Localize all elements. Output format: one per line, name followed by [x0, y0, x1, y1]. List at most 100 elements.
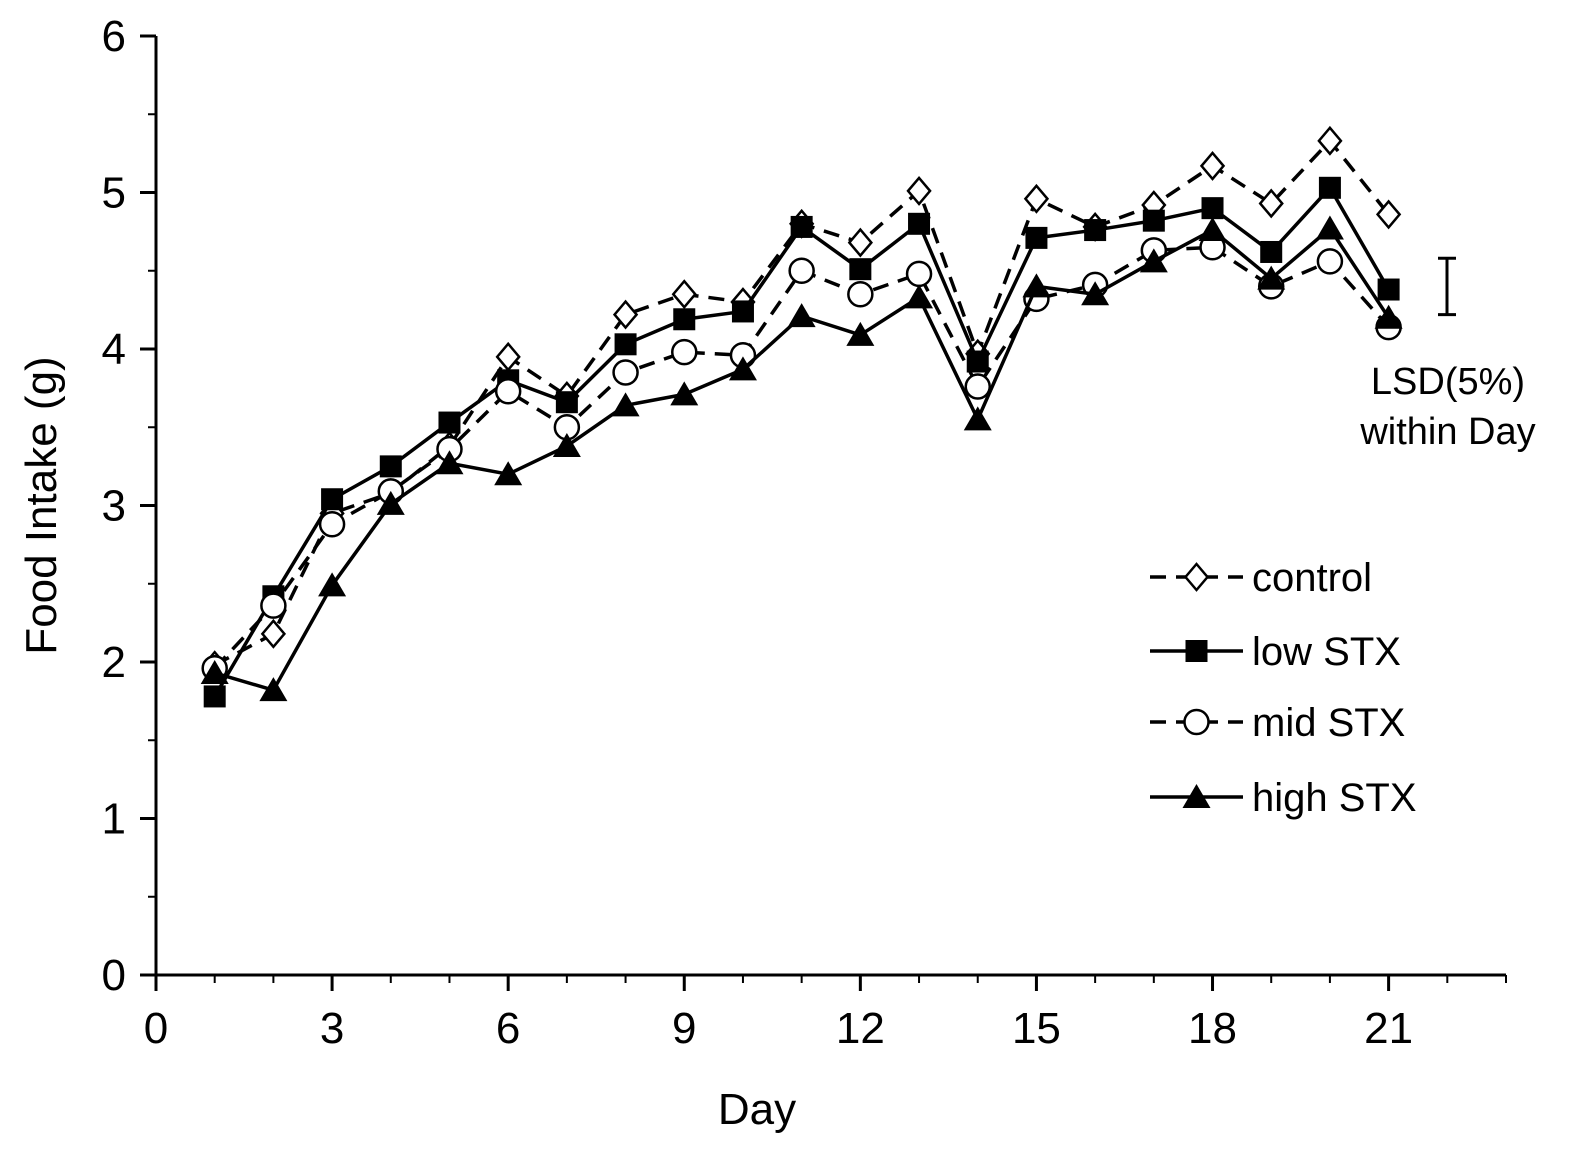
legend-label: high STX — [1252, 776, 1417, 820]
y-tick-label: 2 — [102, 638, 126, 687]
y-axis-title: Food Intake (g) — [17, 356, 66, 654]
legend: control low STX mid STX high STX — [1150, 556, 1417, 820]
x-tick-label: 15 — [1012, 1004, 1061, 1053]
data-point — [494, 461, 523, 486]
data-point — [731, 300, 754, 323]
data-point — [1375, 199, 1402, 230]
data-point — [788, 257, 815, 284]
legend-swatch-marker — [1183, 708, 1210, 736]
data-point — [1198, 217, 1227, 242]
lsd-label-line2: within Day — [1359, 411, 1535, 453]
data-point — [259, 677, 288, 702]
data-point — [905, 260, 933, 288]
data-point — [1315, 215, 1344, 240]
data-point — [673, 308, 696, 331]
data-point — [203, 685, 226, 708]
data-point — [1025, 226, 1048, 249]
data-point — [260, 618, 287, 649]
lsd-annotation: LSD(5%) within Day — [1359, 256, 1536, 453]
x-tick-label: 12 — [836, 1004, 885, 1053]
data-point — [1257, 265, 1286, 290]
data-point — [552, 433, 581, 458]
data-point — [260, 592, 287, 619]
data-point — [1260, 240, 1283, 263]
data-point — [1023, 183, 1050, 214]
data-point — [1081, 281, 1110, 306]
data-point — [1199, 150, 1226, 181]
data-point — [966, 350, 989, 373]
data-point — [847, 280, 874, 308]
series-high-stx — [200, 215, 1403, 702]
x-tick-label: 3 — [320, 1004, 344, 1053]
data-point — [1377, 278, 1400, 301]
legend-item: mid STX — [1150, 701, 1405, 745]
data-point — [1317, 125, 1343, 156]
data-point — [555, 391, 578, 414]
data-point — [728, 356, 757, 381]
data-point — [1318, 176, 1341, 199]
data-point — [495, 341, 521, 372]
data-point — [787, 303, 816, 328]
x-tick-label: 9 — [672, 1004, 696, 1053]
data-point — [908, 212, 931, 235]
data-point — [318, 572, 347, 597]
legend-item: control — [1150, 556, 1372, 600]
lsd-label-line1: LSD(5%) — [1371, 361, 1525, 403]
x-tick-label: 21 — [1364, 1004, 1413, 1053]
data-point — [847, 227, 873, 258]
x-axis-title: Day — [718, 1085, 796, 1134]
data-point — [200, 659, 229, 684]
legend-swatch-marker — [1185, 640, 1208, 662]
data-point — [1139, 248, 1168, 273]
data-point — [435, 450, 464, 475]
data-point — [846, 321, 875, 346]
data-point — [849, 258, 872, 281]
x-tick-label: 18 — [1188, 1004, 1237, 1053]
data-point — [1201, 197, 1224, 220]
data-point — [612, 299, 639, 330]
data-point — [1142, 209, 1165, 232]
data-point — [1022, 273, 1051, 298]
data-point — [379, 455, 402, 478]
data-point — [963, 406, 992, 431]
data-point — [1374, 304, 1403, 329]
data-point — [321, 488, 344, 511]
y-tick-label: 1 — [102, 795, 126, 844]
data-point — [1084, 219, 1107, 242]
data-point — [671, 338, 698, 366]
y-tick-label: 4 — [102, 325, 126, 374]
y-tick-label: 0 — [102, 951, 126, 1000]
data-point — [1258, 188, 1284, 219]
data-point — [906, 175, 932, 206]
series-low-stx — [203, 176, 1400, 708]
data-point — [790, 215, 813, 238]
data-point — [612, 359, 639, 386]
data-point — [376, 490, 405, 515]
data-point — [671, 279, 697, 310]
x-tick-label: 6 — [496, 1004, 520, 1053]
legend-item: low STX — [1150, 630, 1401, 674]
legend-label: mid STX — [1252, 701, 1405, 745]
data-point — [318, 511, 346, 538]
series-layer — [200, 125, 1403, 708]
data-point — [611, 392, 640, 417]
data-point — [964, 373, 991, 400]
legend-swatch-marker — [1183, 562, 1210, 592]
legend-swatch-marker — [1182, 784, 1211, 808]
data-point — [614, 333, 637, 356]
data-point — [494, 378, 522, 405]
data-point — [438, 411, 461, 434]
legend-label: control — [1252, 556, 1372, 600]
y-tick-label: 5 — [102, 169, 126, 218]
data-point — [905, 284, 934, 309]
y-tick-label: 3 — [102, 482, 126, 531]
series-mid-stx — [201, 234, 1402, 682]
data-point — [670, 381, 699, 406]
data-point — [1316, 248, 1344, 275]
legend-item: high STX — [1150, 776, 1417, 820]
legend-label: low STX — [1252, 630, 1401, 674]
x-tick-label: 0 — [144, 1004, 168, 1053]
y-tick-label: 6 — [102, 12, 126, 61]
